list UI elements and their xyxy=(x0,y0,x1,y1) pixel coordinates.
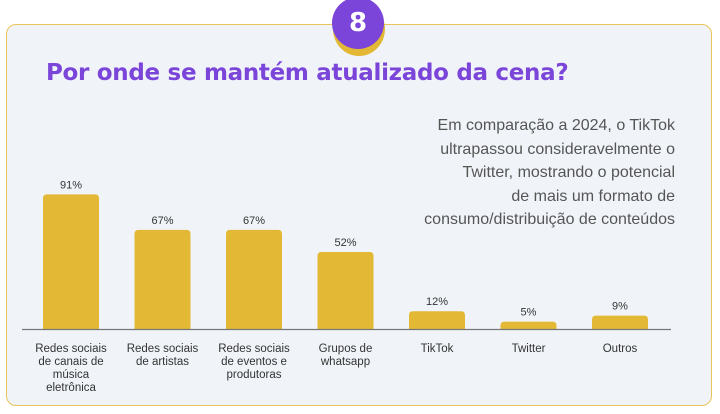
section-number-badge: 8 xyxy=(332,0,384,49)
bar xyxy=(134,229,191,329)
bar xyxy=(317,252,374,329)
category-label: Twitter xyxy=(512,343,546,355)
category-label: Redes sociais xyxy=(218,343,290,355)
value-label: 67% xyxy=(151,215,173,227)
value-label: 9% xyxy=(612,301,628,313)
category-label: música xyxy=(53,369,90,381)
subtitle-line: de mais um formato de xyxy=(511,187,675,205)
category-label: TikTok xyxy=(421,343,454,355)
category-label: Outros xyxy=(603,343,638,355)
category-label: whatsapp xyxy=(320,356,370,368)
chart-title: Por onde se mantém atualizado da cena? xyxy=(46,60,569,86)
chart-subtitle: Em comparação a 2024, o TikTok ultrapass… xyxy=(424,114,675,232)
subtitle-line: consumo/distribuição de conteúdos xyxy=(424,211,675,228)
subtitle-line: Twitter, mostrando o potencial xyxy=(462,164,675,181)
bar xyxy=(500,321,557,329)
category-label: de canais de xyxy=(38,356,103,368)
category-label: produtoras xyxy=(227,369,282,381)
category-label: de eventos e xyxy=(221,356,287,368)
bar xyxy=(43,194,99,329)
subtitle-line: Em comparação a 2024, o TikTok xyxy=(437,117,675,134)
value-label: 52% xyxy=(334,237,356,249)
bar xyxy=(409,311,465,329)
value-label: 67% xyxy=(243,215,265,227)
value-label: 12% xyxy=(426,296,448,308)
category-label: eletrônica xyxy=(46,382,96,394)
subtitle-line: ultrapassou consideravelmente o xyxy=(440,140,675,158)
bar xyxy=(226,229,282,329)
category-label: de artistas xyxy=(136,356,189,368)
value-label: 91% xyxy=(60,179,82,191)
category-label: Redes sociais xyxy=(35,343,107,355)
value-label: 5% xyxy=(521,307,537,319)
category-label: Grupos de xyxy=(319,343,373,355)
bar xyxy=(592,315,648,329)
chart-card xyxy=(6,24,712,406)
category-label: Redes sociais xyxy=(127,343,199,355)
